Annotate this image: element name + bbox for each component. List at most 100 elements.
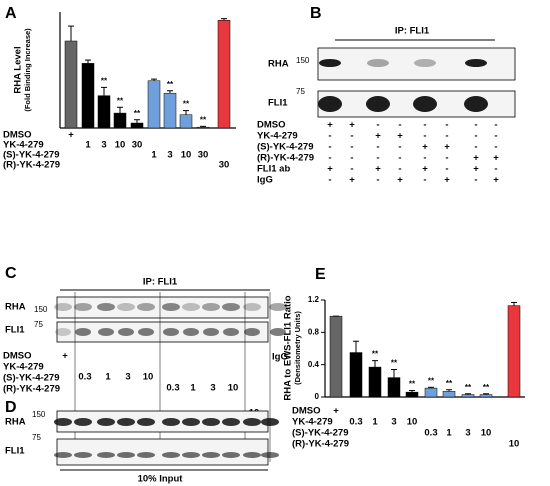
treatment-label: YK-4-279 <box>292 417 333 428</box>
band <box>203 328 219 336</box>
treatment-sign: - <box>474 120 477 131</box>
bar <box>405 391 419 398</box>
band <box>318 96 342 112</box>
band <box>413 96 437 112</box>
blot-frame <box>56 321 269 343</box>
band <box>117 452 135 458</box>
band <box>183 328 199 336</box>
significance: ** <box>391 359 398 368</box>
treatment-dose: 10 <box>407 417 418 428</box>
bar <box>196 126 210 129</box>
treatment-label: YK-4-279 <box>3 362 44 373</box>
treatment-dose: 3 <box>125 372 130 383</box>
bar <box>147 80 161 129</box>
bar <box>461 394 475 398</box>
significance: ** <box>446 379 453 388</box>
treatment-sign: + <box>473 153 479 164</box>
mw-marker: 150 <box>32 410 46 419</box>
bar <box>81 63 95 129</box>
treatment-sign: - <box>376 175 379 186</box>
band <box>202 418 220 426</box>
footer-label: 10% Input <box>138 474 184 485</box>
treatment-sign: - <box>350 131 353 142</box>
band <box>74 303 92 311</box>
panel-label: E <box>315 266 326 283</box>
band <box>222 303 240 311</box>
treatment-sign: - <box>398 142 401 153</box>
y-axis-title: RHA Level <box>13 46 24 93</box>
band-label: RHA <box>5 417 26 428</box>
bar <box>97 95 111 129</box>
band <box>162 452 180 458</box>
band <box>117 303 135 311</box>
treatment-label: DMSO <box>257 120 286 131</box>
blot-frame <box>56 438 269 466</box>
blot-frame <box>56 296 269 319</box>
treatment-sign: - <box>494 164 497 175</box>
bar <box>217 20 231 129</box>
band <box>98 328 114 336</box>
treatment-sign: - <box>398 153 401 164</box>
treatment-label: YK-4-279 <box>3 140 44 151</box>
treatment-label: (R)-YK-4-279 <box>292 439 349 450</box>
bar <box>64 40 78 129</box>
mw-marker: 150 <box>296 56 310 65</box>
treatment-dose: 1 <box>151 150 157 161</box>
band <box>464 96 488 112</box>
treatment-dose: 0.3 <box>166 383 179 394</box>
treatment-sign: + <box>493 153 499 164</box>
band <box>270 328 286 336</box>
treatment-dose: 30 <box>198 150 209 161</box>
ip-title: IP: FLI1 <box>395 26 430 37</box>
treatment-label: (S)-YK-4-279 <box>257 142 314 153</box>
treatment-sign: - <box>445 153 448 164</box>
treatment-dose: 1 <box>190 383 196 394</box>
treatment-sign: - <box>398 120 401 131</box>
treatment-label: IgG <box>257 175 273 186</box>
treatment-sign: - <box>423 153 426 164</box>
band <box>74 452 92 458</box>
treatment-label: (S)-YK-4-279 <box>3 373 60 384</box>
treatment-label: (R)-YK-4-279 <box>3 160 60 171</box>
band <box>202 452 220 458</box>
band <box>163 328 179 336</box>
treatment-dose: 3 <box>167 150 172 161</box>
treatment-sign: + <box>422 164 428 175</box>
treatment-label: YK-4-279 <box>257 131 298 142</box>
treatment-dose: 0.3 <box>424 428 437 439</box>
significance: ** <box>409 380 416 389</box>
band <box>97 418 115 426</box>
significance: ** <box>134 109 141 118</box>
ip-title: IP: FLI1 <box>143 277 178 288</box>
treatment-dose: 3 <box>210 383 215 394</box>
band <box>269 303 287 311</box>
treatment-sign: - <box>494 142 497 153</box>
band <box>74 418 92 426</box>
y-axis-subtitle: (Densitometry Units) <box>293 311 302 385</box>
treatment-dose: 1 <box>446 428 452 439</box>
treatment-dose: 10 <box>115 140 126 151</box>
panel-label: A <box>5 5 17 22</box>
band <box>244 328 260 336</box>
mw-marker: 75 <box>296 87 305 96</box>
significance: ** <box>183 100 190 109</box>
treatment-dose: 10 <box>509 439 520 450</box>
treatment-sign: + <box>397 175 403 186</box>
treatment-dose: 3 <box>465 428 470 439</box>
treatment-sign: + <box>375 131 381 142</box>
band <box>465 59 487 67</box>
treatment-sign: + <box>349 120 355 131</box>
significance: ** <box>465 383 472 392</box>
treatment-sign: - <box>328 175 331 186</box>
treatment-dose: 1 <box>372 417 378 428</box>
band <box>243 452 261 458</box>
bar <box>479 394 493 398</box>
treatment-sign: - <box>445 131 448 142</box>
band <box>54 303 72 311</box>
treatment-label: (R)-YK-4-279 <box>257 153 314 164</box>
y-tick-label: 1.2 <box>308 295 320 304</box>
panel-label: C <box>5 265 17 282</box>
significance: ** <box>200 115 207 124</box>
treatment-sign: - <box>474 175 477 186</box>
treatment-dose: + <box>62 351 68 362</box>
